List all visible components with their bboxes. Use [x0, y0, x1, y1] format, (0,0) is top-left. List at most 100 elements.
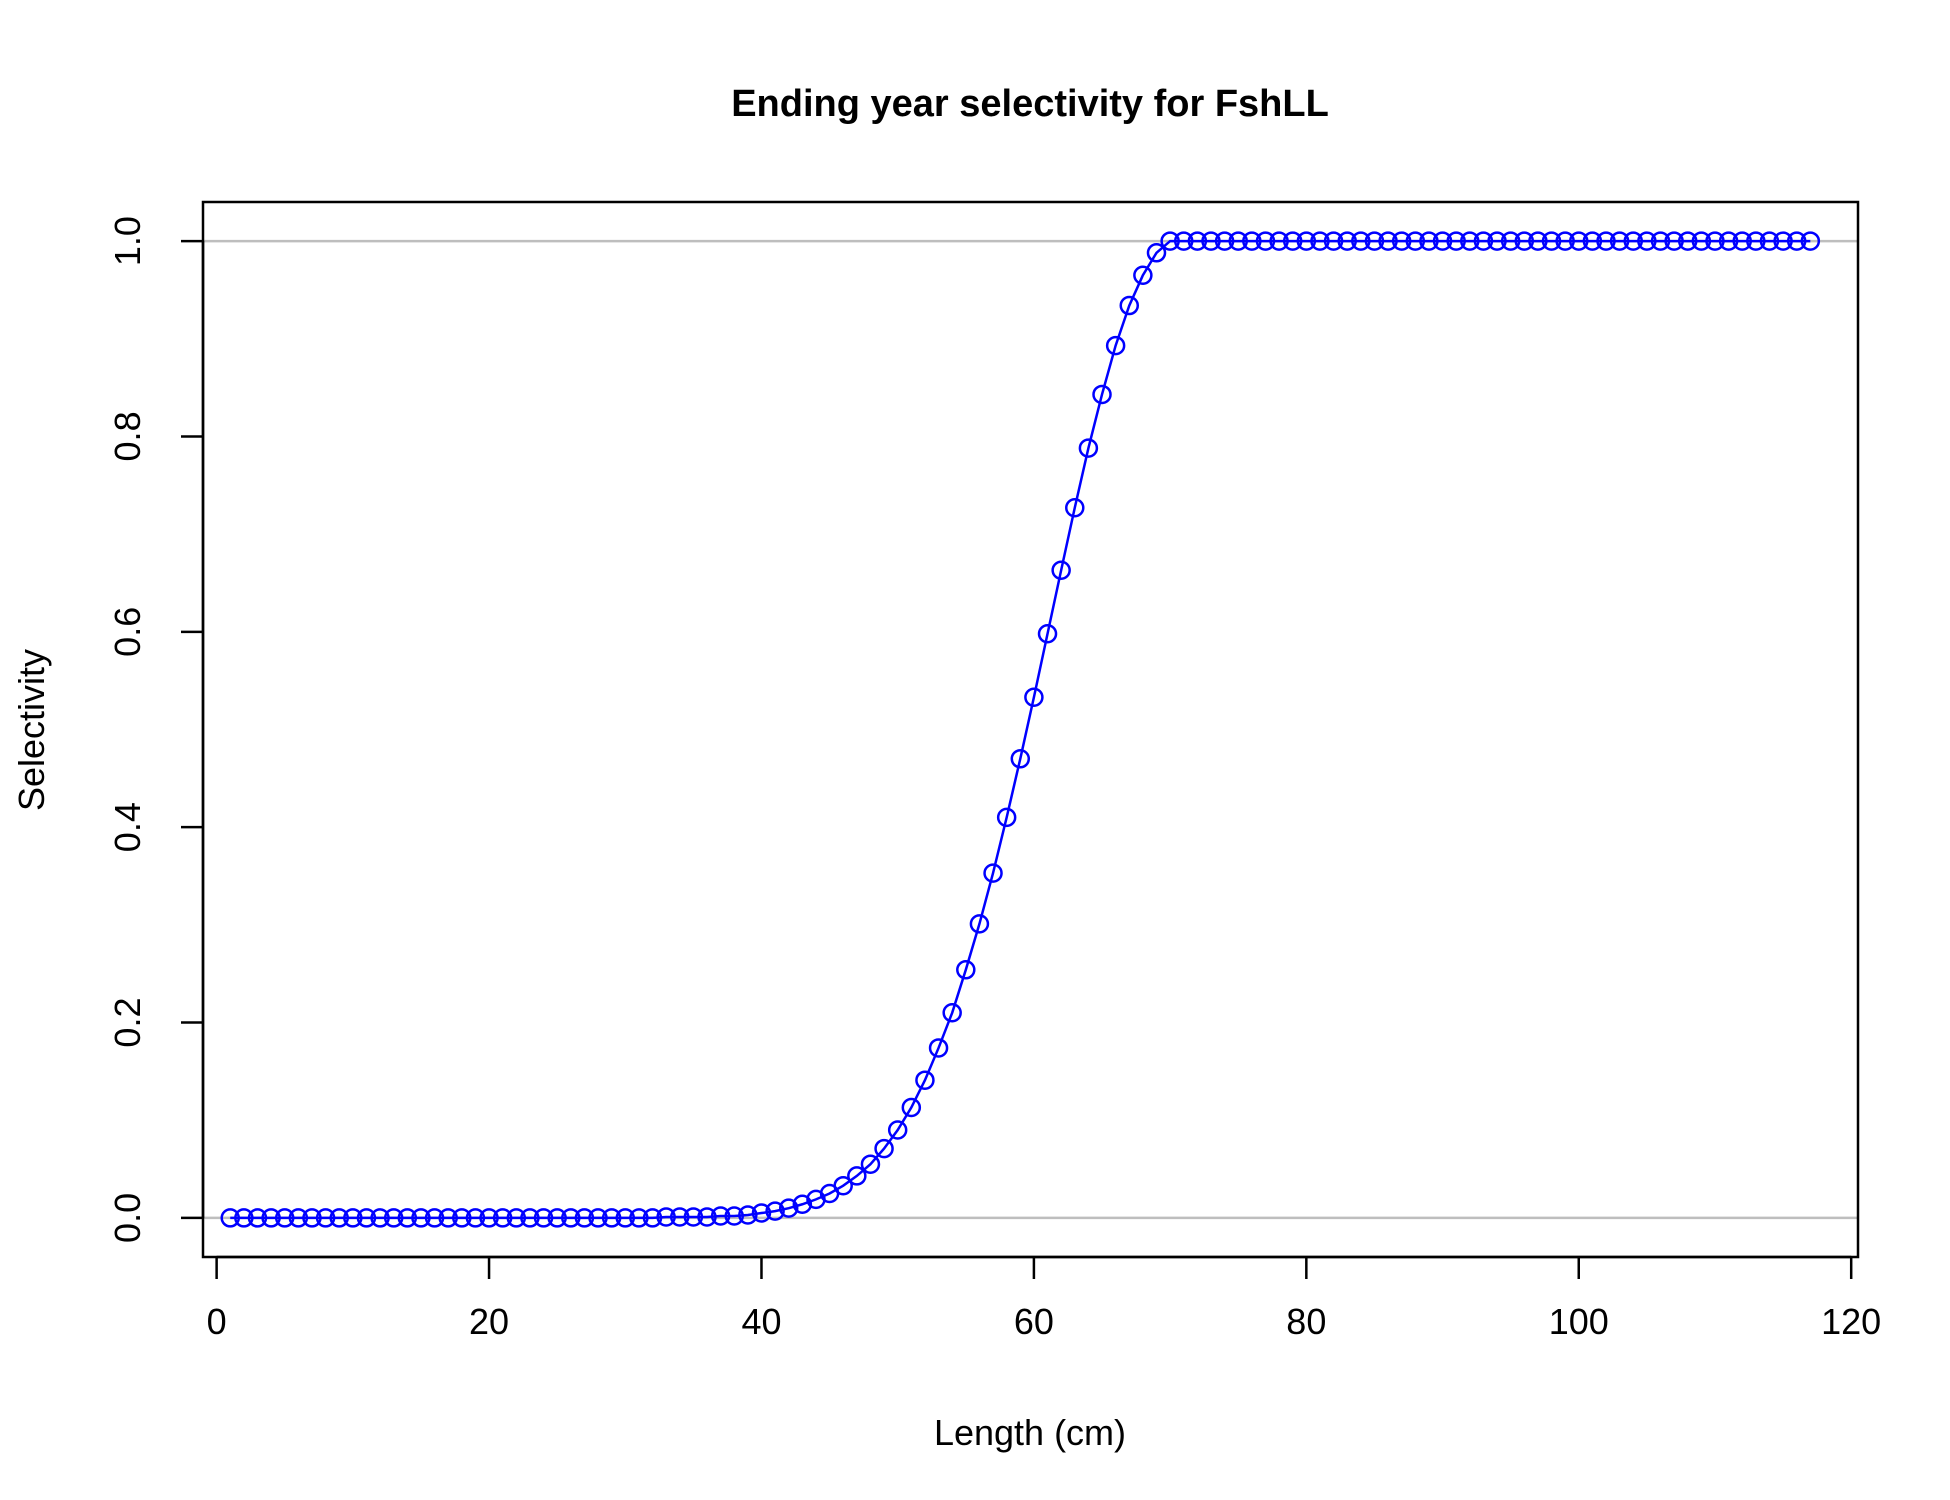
data-point — [220, 1208, 240, 1228]
data-point — [656, 1207, 676, 1227]
data-point — [928, 1038, 949, 1058]
y-tick-label: 0.6 — [107, 607, 148, 657]
data-point — [983, 863, 1003, 883]
data-point — [411, 1208, 431, 1228]
data-point — [1528, 231, 1548, 251]
data-point — [479, 1208, 499, 1228]
plot-area — [201, 200, 1860, 1259]
data-point — [1609, 231, 1630, 251]
data-point — [1201, 231, 1221, 251]
y-axis-label: Selectivity — [11, 649, 52, 811]
data-point — [1623, 231, 1643, 251]
x-axis: 0 20 40 60 80 100 120 — [207, 1255, 1881, 1342]
data-point — [533, 1208, 554, 1228]
data-point — [1541, 231, 1562, 251]
data-point — [1405, 231, 1426, 251]
data-point — [1391, 231, 1412, 251]
x-axis-label: Length (cm) — [934, 1412, 1126, 1453]
data-point — [1514, 231, 1535, 251]
data-point — [1337, 231, 1357, 251]
data-point — [751, 1203, 772, 1223]
data-point — [370, 1208, 390, 1228]
data-point — [1800, 231, 1821, 251]
data-point — [1160, 231, 1180, 251]
y-tick-label: 1.0 — [107, 216, 148, 266]
data-point — [792, 1194, 813, 1214]
data-point — [465, 1208, 486, 1228]
chart-title: Ending year selectivity for FshLL — [731, 83, 1329, 125]
data-point — [1500, 231, 1521, 251]
data-point — [1173, 231, 1194, 251]
data-point — [1759, 231, 1780, 251]
data-point — [247, 1208, 268, 1228]
data-point — [1105, 335, 1126, 356]
data-point — [397, 1208, 418, 1228]
data-point — [520, 1208, 540, 1228]
data-point — [738, 1205, 758, 1225]
y-tick-label: 0.4 — [107, 802, 148, 852]
x-tick-label: 0 — [207, 1301, 227, 1342]
data-point — [697, 1207, 717, 1227]
data-point — [615, 1208, 636, 1228]
data-point — [1323, 231, 1344, 251]
series-line — [230, 239, 1811, 1220]
data-point — [1228, 231, 1248, 251]
data-point — [1718, 231, 1739, 251]
data-point — [833, 1175, 853, 1196]
data-point — [901, 1097, 922, 1118]
data-point — [1419, 231, 1439, 251]
data-point — [1255, 231, 1276, 251]
x-tick-label: 80 — [1286, 1301, 1326, 1342]
data-point — [1351, 231, 1371, 251]
data-point — [315, 1208, 336, 1228]
data-point — [574, 1208, 595, 1228]
data-point — [942, 1003, 962, 1023]
data-point — [683, 1207, 704, 1227]
data-point — [1677, 231, 1698, 251]
data-point — [547, 1208, 567, 1228]
data-point — [1051, 560, 1071, 581]
data-point — [629, 1208, 649, 1228]
data-point — [847, 1166, 867, 1186]
data-point — [1310, 231, 1330, 251]
data-point — [302, 1208, 322, 1228]
data-point — [1065, 498, 1085, 518]
data-point — [492, 1208, 513, 1228]
data-point — [1773, 231, 1793, 251]
data-point — [1296, 231, 1317, 251]
data-point — [1242, 231, 1262, 251]
data-point — [274, 1208, 295, 1228]
data-point — [438, 1208, 458, 1228]
data-point — [1691, 231, 1712, 251]
data-point — [1650, 231, 1671, 251]
data-point — [1214, 231, 1235, 251]
data-point — [887, 1120, 908, 1140]
data-point — [424, 1208, 445, 1228]
data-point — [1786, 231, 1807, 251]
y-tick-label: 0.8 — [107, 411, 148, 461]
data-point — [956, 960, 976, 980]
data-point — [588, 1208, 608, 1228]
data-point — [710, 1206, 731, 1226]
data-point — [1555, 231, 1575, 251]
data-point — [1473, 231, 1494, 251]
x-tick-label: 20 — [469, 1301, 509, 1342]
data-point — [356, 1208, 377, 1228]
data-point — [506, 1208, 527, 1228]
data-point — [1460, 231, 1480, 251]
y-tick-label: 0.0 — [107, 1193, 148, 1243]
x-tick-label: 120 — [1821, 1301, 1881, 1342]
data-point — [1010, 749, 1031, 769]
data-point — [642, 1208, 663, 1228]
data-point — [1078, 438, 1099, 458]
data-point — [915, 1070, 935, 1090]
data-point — [1187, 231, 1208, 251]
x-tick-label: 40 — [741, 1301, 781, 1342]
data-point — [261, 1208, 281, 1228]
data-points — [220, 231, 1821, 1228]
data-point — [1092, 384, 1112, 405]
y-tick-label: 0.2 — [107, 998, 148, 1048]
series-line-group — [230, 239, 1811, 1220]
data-point — [1664, 231, 1684, 251]
